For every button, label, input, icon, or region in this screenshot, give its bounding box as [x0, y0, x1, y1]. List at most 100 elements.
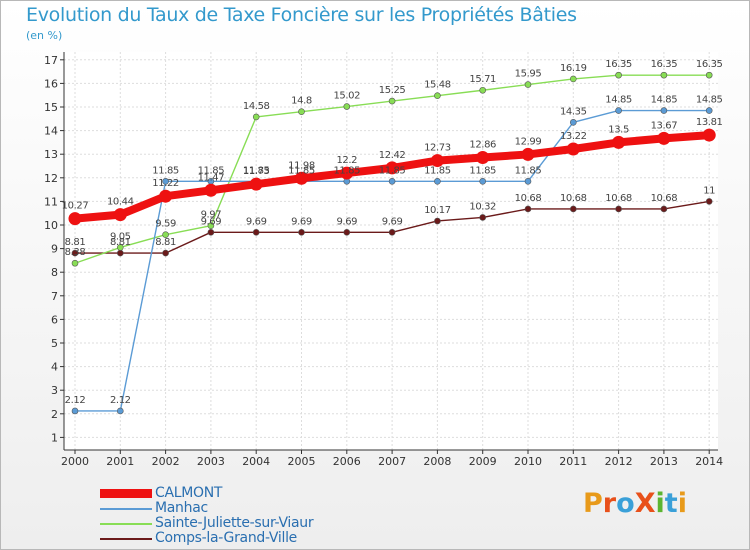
- data-label-calmont: 11.98: [288, 160, 315, 171]
- x-tick-label: 2001: [106, 455, 134, 468]
- logo-letter: r: [602, 488, 617, 519]
- data-point-manhac: [388, 178, 396, 185]
- data-point-calmont: [702, 128, 716, 142]
- data-label-comps-la-grand-ville: 9.69: [382, 216, 403, 227]
- y-tick-label: 5: [51, 337, 58, 350]
- data-label-manhac: 11.85: [288, 165, 315, 176]
- data-point-comps-la-grand-ville: [207, 229, 215, 236]
- y-tick-label: 2: [51, 408, 58, 421]
- data-point-comps-la-grand-ville: [162, 249, 169, 257]
- data-point-comps-la-grand-ville: [298, 229, 305, 236]
- data-point-sainte-juliette-sur-viaur: [343, 103, 351, 110]
- legend-label-manhac: Manhac: [155, 500, 208, 516]
- legend-label-calmont: CALMONT: [155, 485, 223, 501]
- y-tick-label: 4: [51, 361, 58, 374]
- data-point-manhac: [705, 107, 713, 114]
- data-label-manhac: 11.85: [515, 165, 542, 176]
- data-label-calmont: 12.2: [336, 155, 357, 166]
- data-label-manhac: 11.85: [469, 165, 496, 176]
- data-label-calmont: 13.5: [608, 124, 629, 135]
- y-tick-label: 10: [44, 219, 58, 232]
- logo-letter: P: [583, 488, 603, 519]
- data-point-calmont: [657, 131, 671, 145]
- logo-letter: X: [634, 488, 656, 519]
- data-label-manhac: 11.85: [198, 165, 225, 176]
- data-label-comps-la-grand-ville: 10.17: [424, 205, 451, 216]
- data-point-calmont: [566, 142, 580, 156]
- logo-letter: i: [655, 488, 665, 519]
- data-label-sainte-juliette-sur-viaur: 15.71: [469, 74, 496, 85]
- data-label-comps-la-grand-ville: 10.68: [651, 193, 678, 204]
- data-label-sainte-juliette-sur-viaur: 16.19: [560, 63, 587, 74]
- data-label-comps-la-grand-ville: 9.69: [246, 216, 267, 227]
- logo-letter: i: [677, 488, 687, 519]
- plot-area: [64, 52, 718, 450]
- data-point-comps-la-grand-ville: [615, 205, 622, 213]
- legend-item-calmont: CALMONT: [100, 485, 380, 501]
- y-tick-label: 11: [44, 195, 58, 208]
- data-point-sainte-juliette-sur-viaur: [298, 108, 305, 116]
- y-tick-label: 6: [51, 313, 58, 326]
- data-point-sainte-juliette-sur-viaur: [479, 86, 487, 94]
- data-label-calmont: 13.81: [696, 117, 723, 128]
- x-tick-label: 2002: [152, 455, 180, 468]
- data-point-comps-la-grand-ville: [388, 229, 396, 236]
- data-label-sainte-juliette-sur-viaur: 15.25: [379, 85, 406, 96]
- x-tick-label: 2000: [61, 455, 89, 468]
- data-label-sainte-juliette-sur-viaur: 9.97: [201, 210, 222, 221]
- data-label-comps-la-grand-ville: 8.81: [110, 237, 131, 248]
- data-label-sainte-juliette-sur-viaur: 9.59: [155, 219, 176, 230]
- y-tick-label: 16: [44, 77, 58, 90]
- data-label-sainte-juliette-sur-viaur: 15.02: [333, 91, 360, 102]
- data-point-calmont: [68, 212, 82, 226]
- data-point-sainte-juliette-sur-viaur: [117, 244, 124, 251]
- data-point-sainte-juliette-sur-viaur: [207, 222, 215, 230]
- legend-label-sainte-juliette: Sainte-Juliette-sur-Viaur: [155, 515, 314, 531]
- x-tick-label: 2004: [242, 455, 270, 468]
- legend-swatch-comps: [100, 538, 152, 540]
- data-point-manhac: [569, 119, 577, 126]
- data-point-sainte-juliette-sur-viaur: [252, 113, 260, 121]
- data-point-calmont: [159, 189, 173, 203]
- data-label-sainte-juliette-sur-viaur: 9.05: [110, 231, 131, 242]
- y-tick-label: 7: [51, 290, 58, 303]
- y-tick-label: 8: [51, 266, 58, 279]
- data-label-comps-la-grand-ville: 8.81: [65, 237, 86, 248]
- data-label-sainte-juliette-sur-viaur: 16.35: [696, 59, 723, 70]
- data-label-calmont: 12.73: [424, 143, 451, 154]
- data-point-comps-la-grand-ville: [705, 198, 713, 205]
- data-label-calmont: 13.22: [560, 131, 587, 142]
- y-unit-label: (en %): [26, 29, 63, 42]
- data-point-calmont: [113, 208, 127, 222]
- data-label-manhac: 11.85: [333, 165, 360, 176]
- data-point-calmont: [430, 154, 444, 168]
- y-tick-label: 14: [44, 125, 58, 138]
- data-point-sainte-juliette-sur-viaur: [705, 71, 713, 79]
- data-point-comps-la-grand-ville: [434, 217, 441, 225]
- data-label-comps-la-grand-ville: 9.69: [201, 216, 222, 227]
- data-point-calmont: [249, 177, 263, 191]
- data-label-sainte-juliette-sur-viaur: 14.58: [243, 101, 270, 112]
- data-label-comps-la-grand-ville: 9.69: [291, 216, 312, 227]
- data-point-comps-la-grand-ville: [71, 249, 79, 257]
- legend-item-manhac: Manhac: [100, 500, 380, 516]
- data-point-sainte-juliette-sur-viaur: [434, 92, 441, 99]
- data-label-calmont: 12.86: [469, 140, 496, 151]
- x-tick-label: 2008: [423, 455, 451, 468]
- data-label-calmont: 10.27: [62, 201, 89, 212]
- data-label-calmont: 12.42: [379, 150, 406, 161]
- y-tick-label: 12: [44, 172, 58, 185]
- data-label-sainte-juliette-sur-viaur: 16.35: [605, 59, 632, 70]
- data-point-manhac: [524, 178, 532, 185]
- data-label-sainte-juliette-sur-viaur: 8.38: [65, 247, 86, 258]
- data-label-comps-la-grand-ville: 10.68: [605, 193, 632, 204]
- data-point-manhac: [117, 407, 124, 415]
- y-tick-label: 17: [44, 54, 58, 67]
- data-label-comps-la-grand-ville: 8.81: [155, 237, 176, 248]
- chart-title: Evolution du Taux de Taxe Foncière sur l…: [26, 4, 577, 26]
- data-label-calmont: 10.44: [107, 197, 134, 208]
- data-label-comps-la-grand-ville: 10.68: [515, 193, 542, 204]
- data-point-manhac: [162, 178, 169, 185]
- data-point-comps-la-grand-ville: [252, 229, 260, 236]
